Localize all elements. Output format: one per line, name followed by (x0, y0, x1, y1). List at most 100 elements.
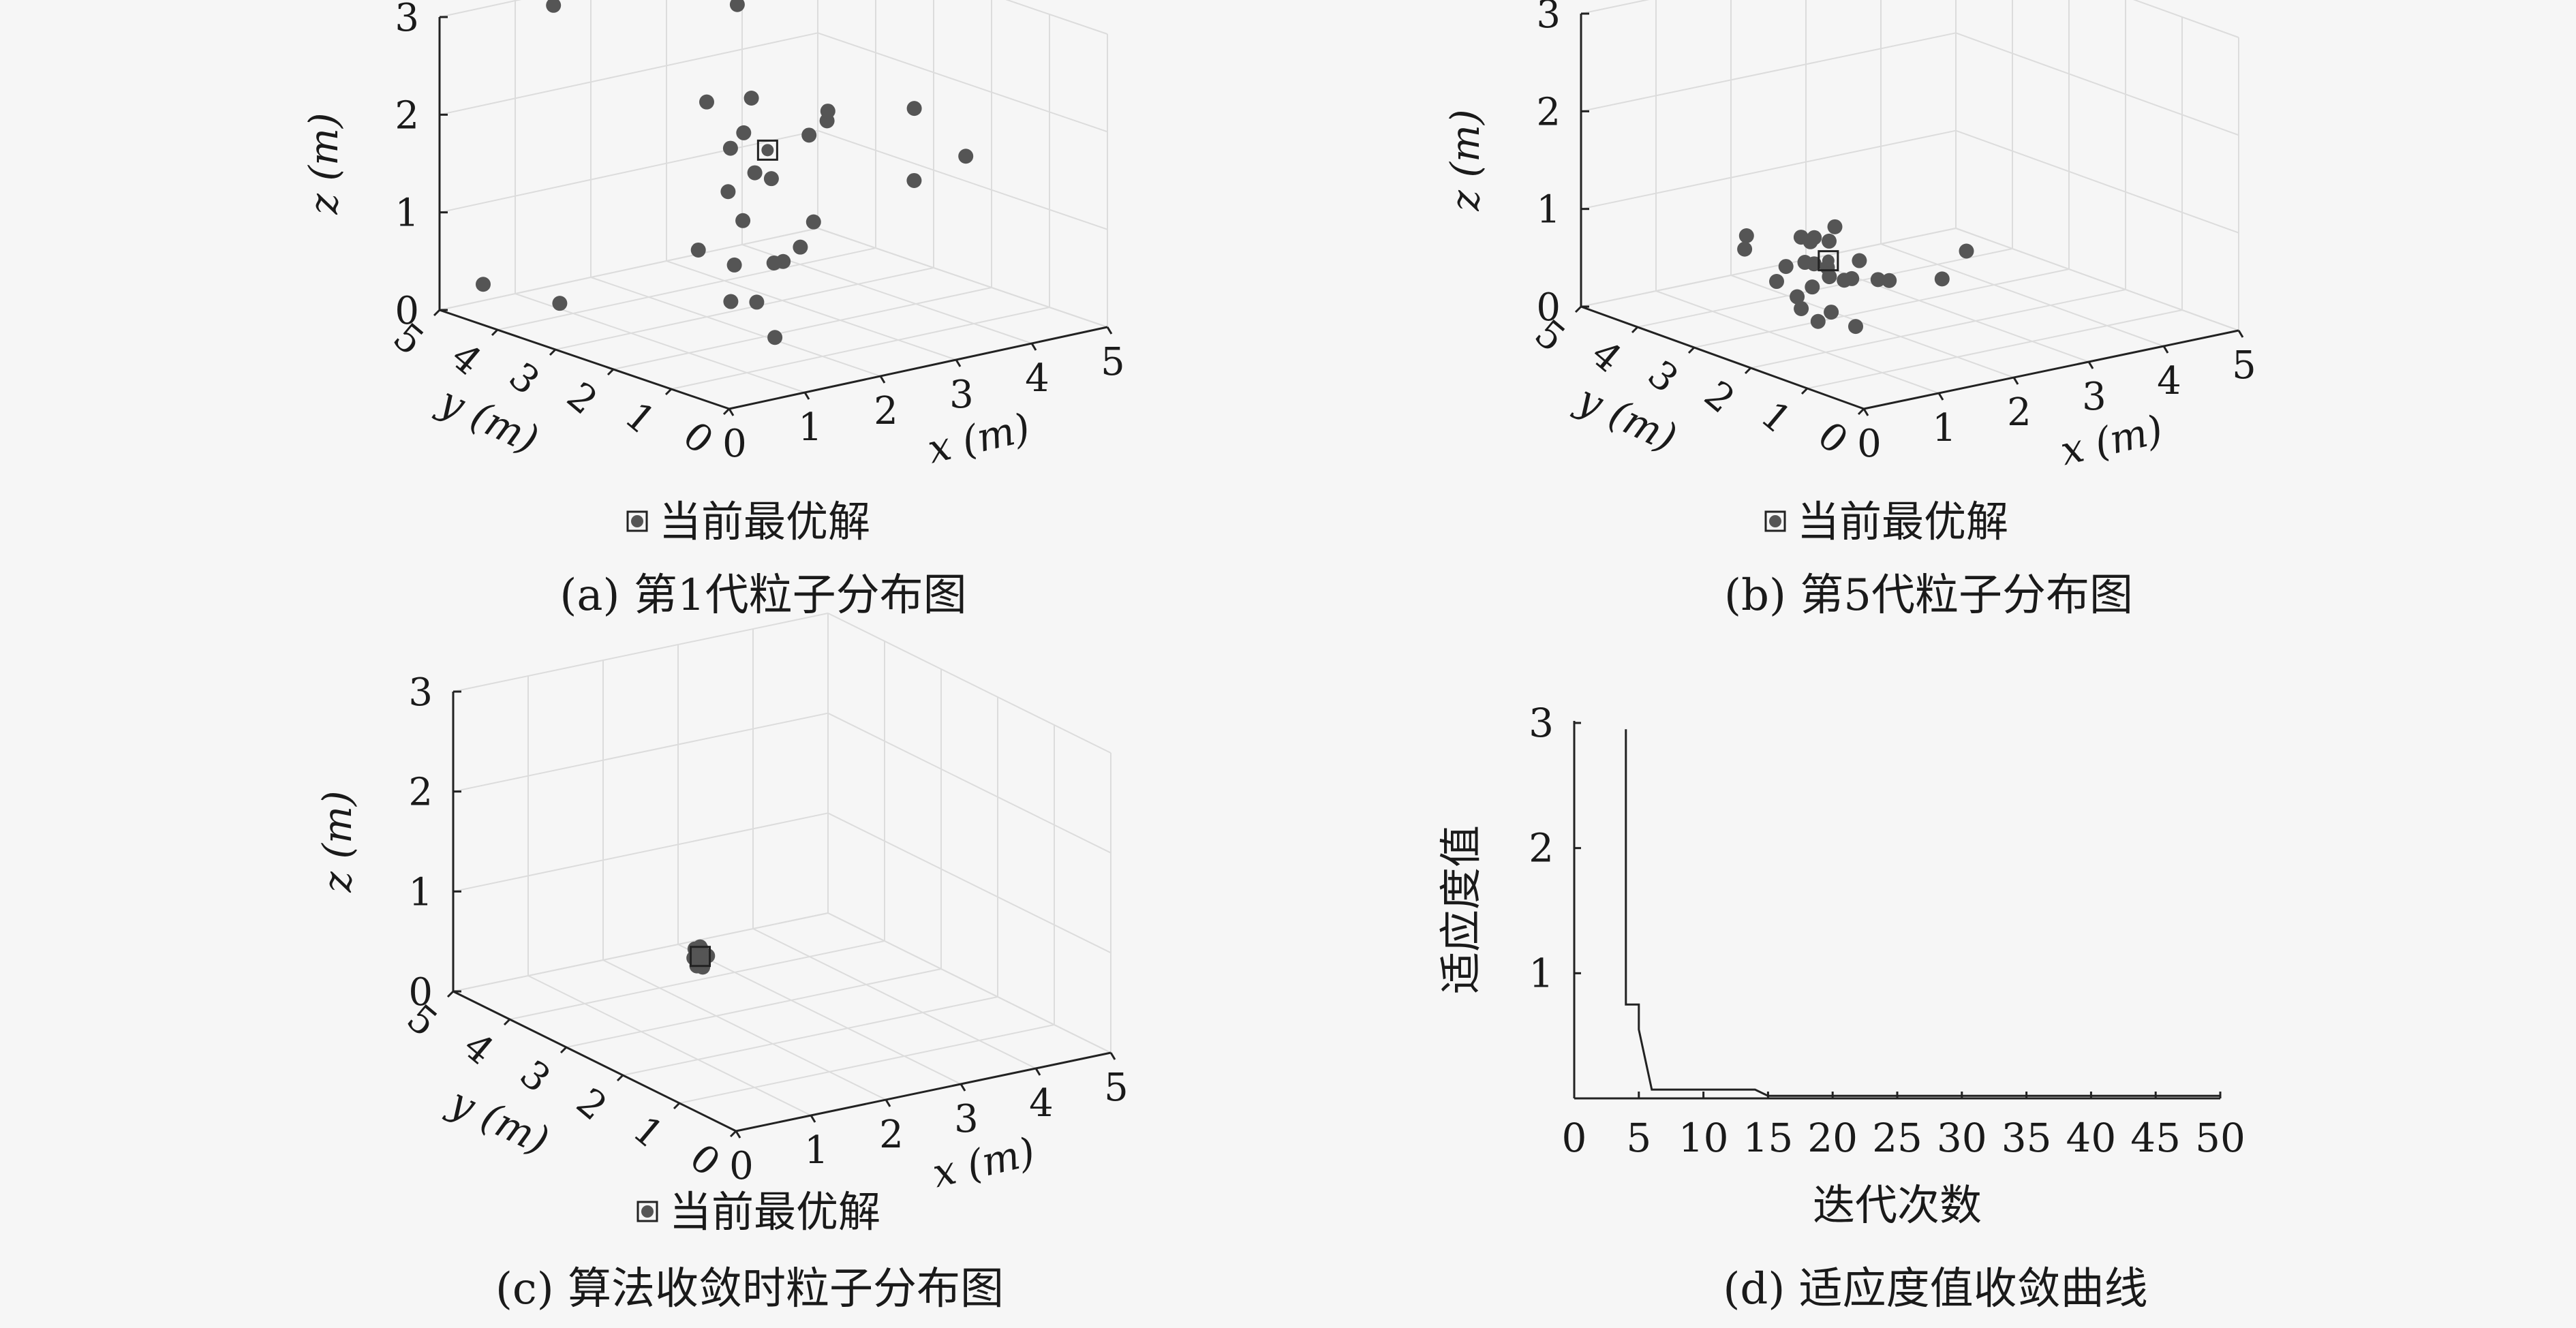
y-tick-mark (616, 1074, 624, 1082)
x-axis-label: x (m) (928, 1128, 1039, 1196)
x-tick-label: 3 (949, 373, 974, 417)
particle-point (1790, 289, 1805, 305)
legend-marker-dot (1769, 515, 1781, 527)
grid-line (677, 944, 962, 1085)
x-axis-label: x (m) (2056, 406, 2167, 474)
x-tick-mark (2162, 345, 2169, 354)
x-tick-label: 4 (1029, 1081, 1054, 1126)
grid-line (666, 260, 957, 360)
particle-point (767, 330, 783, 345)
best-solution-marker (756, 139, 778, 161)
y-tick-label: 2 (1529, 825, 1554, 871)
y-tick-label: 1 (1752, 393, 1799, 443)
best-solution-marker (690, 946, 711, 968)
y-tick-label: 2 (1696, 373, 1743, 422)
grid-line (439, 0, 522, 18)
x-tick-mark (1862, 408, 1869, 416)
z-tick-label: 3 (395, 0, 419, 40)
grid-line (817, 32, 1108, 133)
grid (453, 613, 1111, 1132)
particle-point (801, 127, 817, 143)
particle-point (743, 91, 759, 106)
particle-point (720, 184, 736, 200)
x-tick-mark (803, 392, 810, 400)
y-axis-line (1580, 305, 1865, 410)
axes (1573, 721, 2222, 1100)
particle-point (1810, 313, 1826, 329)
y-tick-mark (1857, 407, 1865, 416)
legend-marker-dot (631, 515, 643, 527)
legend-marker-box (1764, 510, 1786, 532)
y-tick-mark (491, 328, 499, 337)
grid-line (566, 968, 942, 1048)
legend-marker-box (637, 1201, 658, 1222)
particle-point (476, 277, 491, 292)
x-tick-mark (885, 1099, 891, 1107)
y-tick-mark (673, 1102, 681, 1110)
particle-point (729, 0, 745, 12)
grid-line (827, 912, 1111, 1053)
axes (1574, 12, 2244, 416)
axes (446, 690, 1116, 1139)
x-tick-mark (2012, 377, 2019, 385)
y-tick-mark (549, 348, 557, 356)
y-tick-label: 3 (1639, 352, 1686, 402)
grid-line (453, 613, 829, 692)
y-axis-line (439, 309, 730, 410)
grid-line (2132, 0, 2239, 38)
x-tick-mark (955, 359, 962, 367)
x-axis-label: 迭代次数 (1813, 1180, 1982, 1230)
particle-point (1794, 300, 1809, 316)
particle-point (1848, 319, 1863, 335)
x-tick-mark (810, 1115, 816, 1123)
particle-point (906, 101, 922, 117)
x-tick-label: 1 (1932, 406, 1957, 450)
y-tick-label: 0 (1809, 414, 1856, 463)
x-tick-mark (1106, 326, 1113, 335)
particle-point (906, 172, 922, 188)
x-tick-mark (1109, 1052, 1116, 1060)
grid-line (679, 1024, 1055, 1104)
grid-line (439, 129, 818, 213)
grid-line (1637, 248, 2013, 328)
z-axis-label: z (m) (314, 790, 361, 893)
x-tick-label: 0 (722, 422, 747, 466)
particles (476, 0, 974, 345)
x-tick-label: 0 (1562, 1115, 1587, 1161)
grid-line (1580, 0, 1650, 14)
grid-line (439, 228, 818, 311)
x-tick-label: 1 (804, 1128, 829, 1173)
legend-label: 当前最优解 (669, 1187, 880, 1237)
y-axis-label: 适应度值 (1436, 825, 1486, 994)
x-tick-label: 5 (2232, 343, 2256, 388)
particle-point (722, 140, 738, 156)
grid-line (1580, 129, 1957, 210)
y-tick-label: 2 (568, 1080, 615, 1130)
particle-point (747, 165, 763, 181)
y-tick-mark (1744, 367, 1752, 375)
x-tick-label: 40 (2066, 1115, 2116, 1161)
particle-point (793, 239, 808, 255)
x-tick-label: 1 (798, 405, 823, 450)
caption-a: (a) 第1代粒子分布图 (559, 570, 966, 621)
legend-marker-box (626, 510, 648, 532)
particle-point (1803, 234, 1818, 249)
x-tick-label: 4 (2157, 359, 2181, 403)
z-tick-label: 3 (1536, 0, 1561, 37)
y-tick-mark (433, 309, 441, 317)
y-tick-label: 4 (455, 1024, 502, 1074)
particle-point (1882, 273, 1897, 288)
particle-point (546, 0, 562, 13)
grid-line (752, 928, 1037, 1069)
y-tick-label: 3 (500, 354, 547, 404)
grid-line (527, 975, 812, 1116)
x-tick-label: 5 (1626, 1115, 1651, 1161)
x-tick-mark (2087, 361, 2094, 369)
particles (1737, 219, 1974, 335)
particle-point (1827, 219, 1843, 234)
particle-point (1738, 228, 1754, 243)
particle-point (958, 149, 974, 164)
y-tick-mark (559, 1046, 568, 1054)
grid-line (1693, 268, 2070, 348)
x-tick-mark (2237, 330, 2244, 338)
